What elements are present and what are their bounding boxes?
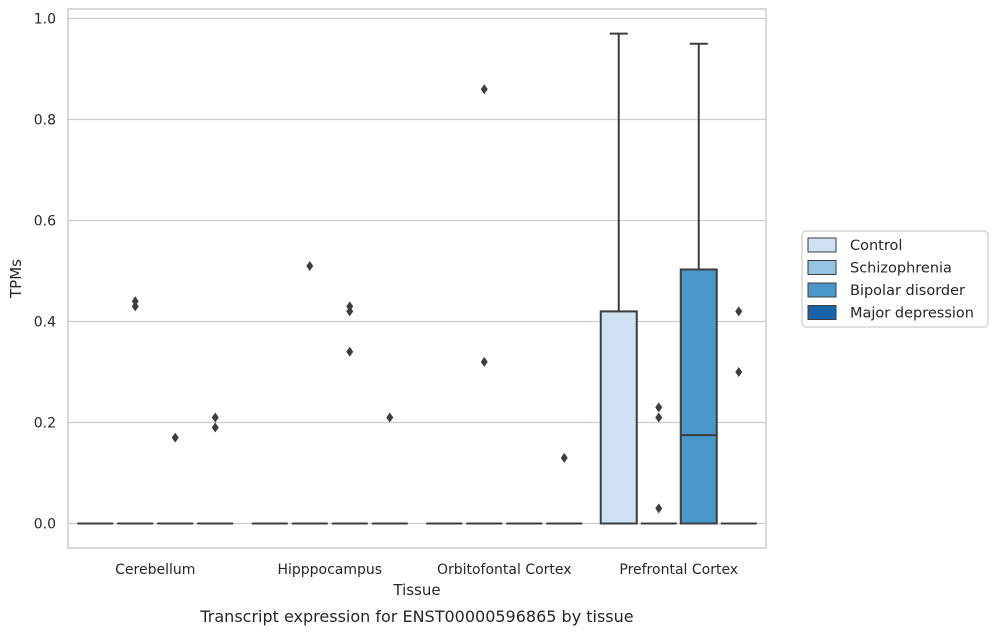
outlier-point bbox=[211, 412, 219, 423]
gridlines bbox=[68, 17, 766, 525]
plot-area-frame bbox=[67, 8, 767, 549]
y-tick-label: 0.6 bbox=[34, 214, 56, 230]
y-axis-ticks: 0.0 0.2 0.4 0.6 0.8 1.0 bbox=[34, 12, 56, 533]
y-tick-label: 0.4 bbox=[34, 315, 56, 331]
outlier-point bbox=[735, 306, 743, 317]
x-tick-label: Prefrontal Cortex bbox=[619, 562, 738, 578]
outlier-point bbox=[171, 432, 179, 443]
x-axis-label: Tissue bbox=[392, 581, 440, 599]
legend-item: Major depression bbox=[807, 305, 974, 322]
legend-swatch bbox=[807, 237, 837, 253]
outlier-point bbox=[560, 452, 568, 463]
y-tick-label: 1.0 bbox=[34, 12, 56, 28]
outlier-point bbox=[480, 356, 488, 367]
legend-item: Schizophrenia bbox=[807, 260, 952, 277]
outlier-point bbox=[346, 301, 354, 312]
x-axis-ticks: Cerebellum Hipppocampus Orbitofontal Corte… bbox=[115, 562, 738, 578]
outlier-point bbox=[386, 412, 394, 423]
legend-item: Bipolar disorder bbox=[807, 282, 965, 299]
outlier-point bbox=[655, 402, 663, 413]
legend-swatch bbox=[807, 282, 837, 298]
outlier-point bbox=[306, 260, 314, 271]
outlier-point bbox=[655, 412, 663, 423]
box bbox=[679, 268, 718, 525]
legend-item: Control bbox=[807, 237, 902, 254]
legend-label: Bipolar disorder bbox=[850, 283, 965, 299]
outlier-point bbox=[346, 346, 354, 357]
category-group bbox=[426, 84, 583, 525]
outlier-point bbox=[655, 503, 663, 514]
outlier-point bbox=[211, 422, 219, 433]
chart-caption: Transcript expression for ENST0000059686… bbox=[199, 607, 633, 626]
category-group bbox=[599, 32, 757, 525]
box bbox=[599, 310, 638, 525]
legend-label: Schizophrenia bbox=[850, 261, 952, 277]
category-group bbox=[251, 260, 408, 525]
y-tick-label: 0.2 bbox=[34, 416, 56, 432]
x-tick-label: Hipppocampus bbox=[277, 562, 382, 578]
legend: Control Schizophrenia Bipolar disorder Majo… bbox=[801, 230, 989, 328]
box-groups bbox=[77, 32, 757, 525]
legend-frame bbox=[801, 230, 989, 328]
y-axis-label: TPMs bbox=[7, 259, 25, 299]
outlier-point bbox=[131, 296, 139, 307]
category-group bbox=[77, 296, 234, 525]
outlier-point bbox=[131, 301, 139, 312]
legend-label: Control bbox=[850, 238, 902, 254]
legend-label: Major depression bbox=[850, 306, 974, 322]
y-tick-label: 0.8 bbox=[34, 113, 56, 129]
legend-swatch bbox=[807, 305, 837, 320]
legend-swatch bbox=[807, 260, 837, 275]
x-tick-label: Orbitofontal Cortex bbox=[437, 562, 572, 578]
outlier-point bbox=[480, 84, 488, 95]
y-tick-label: 0.0 bbox=[34, 517, 56, 533]
x-tick-label: Cerebellum bbox=[115, 562, 195, 578]
outlier-point bbox=[346, 306, 354, 317]
outlier-point bbox=[735, 367, 743, 377]
